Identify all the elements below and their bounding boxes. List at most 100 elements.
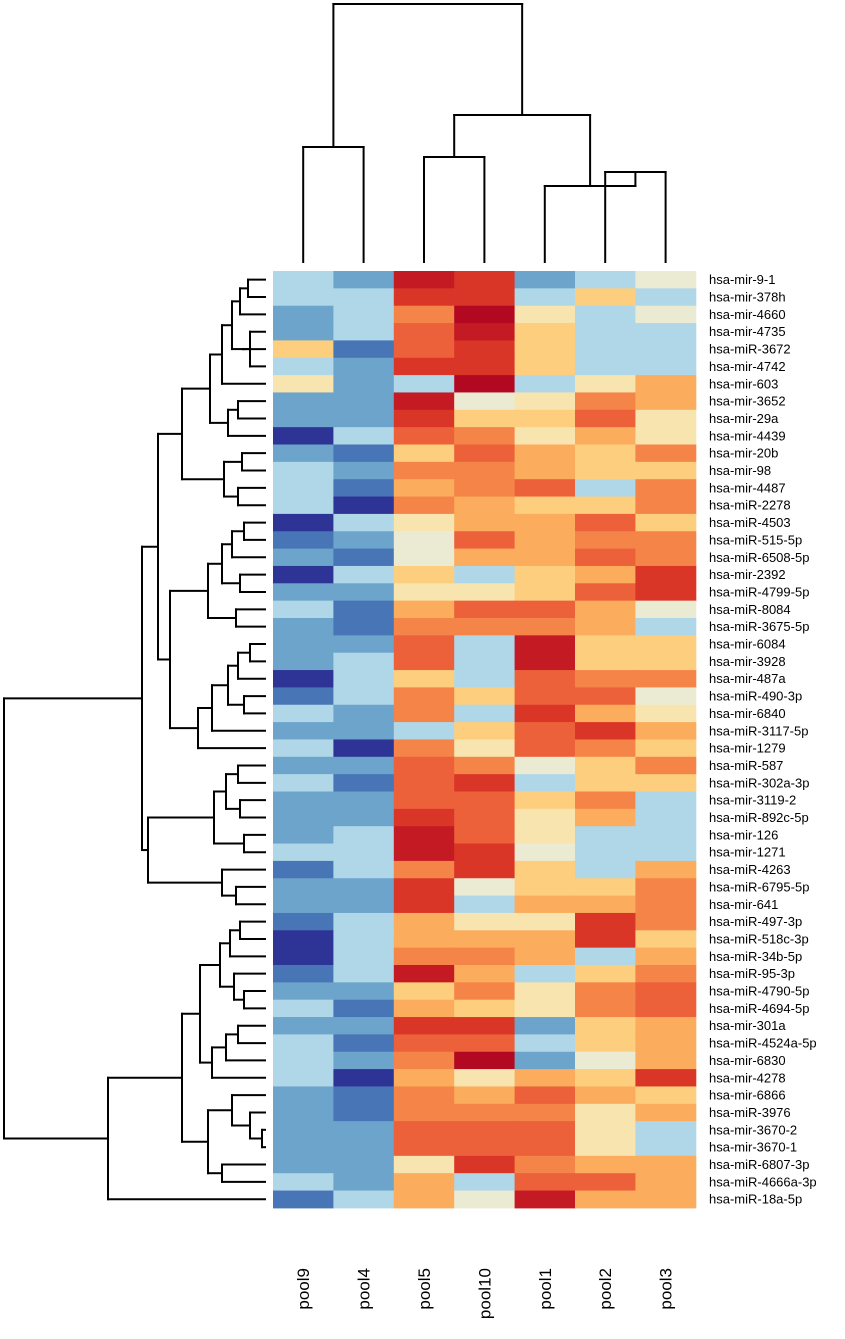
heatmap-cell (514, 618, 576, 636)
heatmap-cell (393, 912, 455, 931)
heatmap-cell (575, 583, 636, 602)
row-label: hsa-mir-641 (709, 897, 778, 912)
heatmap-cell (273, 791, 334, 810)
heatmap-cell (575, 1190, 636, 1209)
heatmap-cell (575, 288, 636, 307)
heatmap-cell (575, 860, 636, 879)
heatmap-cell (514, 756, 576, 775)
heatmap-cell (273, 1051, 334, 1070)
heatmap-cell (333, 1069, 395, 1087)
heatmap-cell (635, 409, 697, 428)
row-label: hsa-mir-6084 (709, 637, 786, 652)
heatmap-cell (575, 1121, 636, 1139)
heatmap-cell (454, 375, 516, 393)
heatmap-cell (575, 1086, 636, 1105)
heatmap-cell (514, 409, 576, 428)
row-label: hsa-miR-497-3p (709, 914, 802, 929)
heatmap-cell (333, 1155, 395, 1174)
heatmap-cell (514, 1051, 576, 1070)
heatmap-cell (514, 895, 576, 914)
heatmap-cell (635, 565, 697, 584)
heatmap-cell (273, 808, 334, 827)
heatmap-cell (514, 531, 576, 550)
heatmap-cell (454, 583, 516, 602)
heatmap-cell (454, 548, 516, 567)
row-label: hsa-mir-3670-1 (709, 1140, 797, 1155)
heatmap-cell (333, 791, 395, 810)
heatmap-cell (575, 826, 636, 845)
heatmap-cell (635, 479, 697, 498)
heatmap-cell (514, 826, 576, 845)
heatmap-cell (393, 305, 455, 324)
heatmap-cell (454, 427, 516, 445)
row-label: hsa-miR-34b-5p (709, 949, 802, 964)
row-label: hsa-miR-4666a-3p (709, 1174, 817, 1189)
heatmap-cell (575, 791, 636, 810)
heatmap-cell (514, 1086, 576, 1105)
heatmap-cell (635, 583, 697, 602)
heatmap-cell (454, 409, 516, 428)
heatmap-cell (393, 531, 455, 550)
heatmap-cell (635, 999, 697, 1018)
heatmap-cell (393, 427, 455, 445)
heatmap-cell (454, 635, 516, 654)
heatmap-cell (575, 1103, 636, 1122)
heatmap-cell (514, 1103, 576, 1122)
heatmap-cell (635, 1069, 697, 1087)
heatmap-cell (575, 722, 636, 740)
row-label: hsa-mir-3670-2 (709, 1122, 797, 1137)
row-label: hsa-miR-6795-5p (709, 879, 809, 894)
heatmap-cell (393, 895, 455, 914)
heatmap-cell (514, 288, 576, 307)
heatmap-cell (454, 791, 516, 810)
heatmap-cell (333, 808, 395, 827)
heatmap-cell (273, 600, 334, 619)
heatmap-cell (393, 999, 455, 1018)
row-label: hsa-mir-4735 (709, 324, 786, 339)
heatmap-cell (273, 1138, 334, 1157)
heatmap-cell (454, 1034, 516, 1053)
heatmap-cell (514, 340, 576, 359)
heatmap-cell (273, 704, 334, 723)
heatmap-cell (333, 323, 395, 341)
heatmap-cell (333, 531, 395, 550)
heatmap-cell (575, 548, 636, 567)
row-label: hsa-mir-4742 (709, 359, 786, 374)
row-label: hsa-mir-98 (709, 463, 771, 478)
heatmap-cell (575, 652, 636, 671)
heatmap-cell (514, 687, 576, 706)
heatmap-cell (454, 982, 516, 1001)
heatmap-cell (454, 1086, 516, 1105)
heatmap-cell (393, 1155, 455, 1174)
heatmap-cell (393, 704, 455, 723)
heatmap-cell (333, 912, 395, 931)
heatmap-cell (635, 271, 697, 289)
heatmap-cell (454, 826, 516, 845)
heatmap-cell (635, 808, 697, 827)
heatmap-cell (454, 513, 516, 532)
heatmap-cell (454, 479, 516, 498)
heatmap-cell (273, 357, 334, 376)
heatmap-cell (333, 1121, 395, 1139)
row-label: hsa-mir-603 (709, 376, 778, 391)
heatmap-cell (393, 1121, 455, 1139)
heatmap-cell (635, 895, 697, 914)
heatmap-cell (454, 1051, 516, 1070)
heatmap-cell (635, 1086, 697, 1105)
heatmap-cell (454, 722, 516, 740)
heatmap-cell (273, 947, 334, 966)
heatmap-cell (393, 288, 455, 307)
heatmap-cell (514, 1138, 576, 1157)
heatmap-cell (575, 965, 636, 983)
heatmap-cell (635, 1017, 697, 1035)
heatmap-cell (333, 670, 395, 688)
heatmap-cell (393, 1034, 455, 1053)
heatmap-cell (454, 999, 516, 1018)
heatmap-cell (333, 375, 395, 393)
heatmap-cell (333, 1103, 395, 1122)
heatmap-cell (273, 392, 334, 411)
heatmap-cell (575, 999, 636, 1018)
heatmap-cell (575, 1051, 636, 1070)
heatmap-cell (333, 479, 395, 498)
